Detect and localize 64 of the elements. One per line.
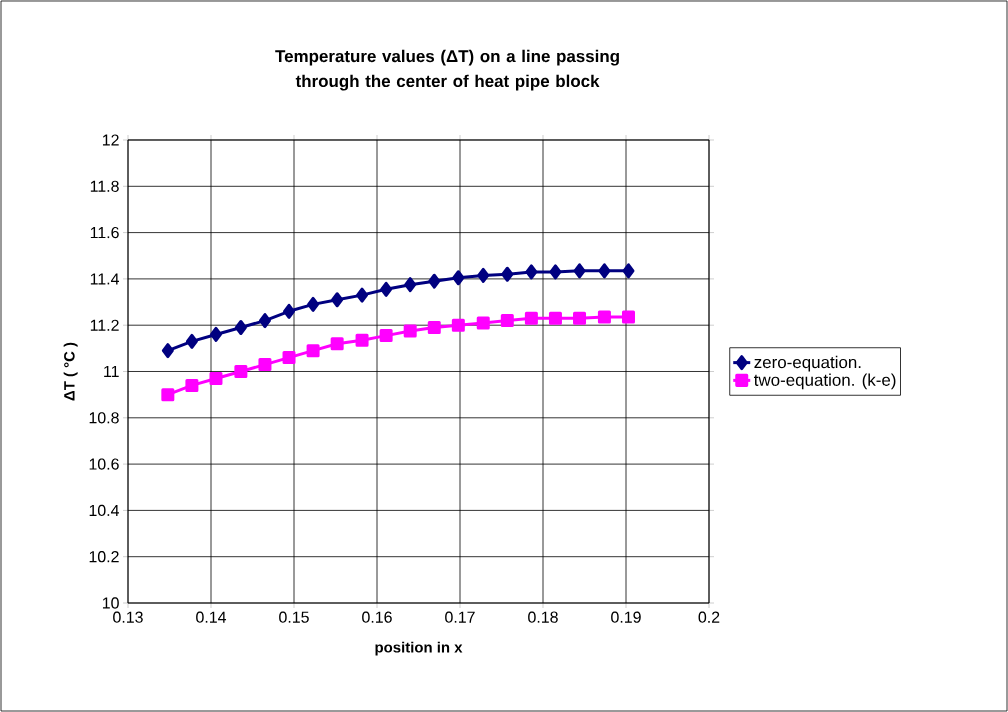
point bbox=[428, 273, 441, 289]
point bbox=[306, 344, 320, 358]
y-tick-label: 11.8 bbox=[90, 180, 119, 192]
legend-label: zero-equation. bbox=[754, 355, 861, 372]
point bbox=[356, 287, 369, 303]
x-tick-label: 0.14 bbox=[196, 611, 227, 623]
y-tick-label: 12 bbox=[102, 134, 119, 146]
point bbox=[234, 320, 247, 336]
x-tick-label: 0.13 bbox=[113, 611, 143, 623]
y-tick-label: 11.4 bbox=[90, 273, 120, 285]
y-tick-label: 10 bbox=[102, 597, 119, 609]
point bbox=[427, 321, 441, 335]
y-tick-label: 10.6 bbox=[89, 458, 119, 470]
point bbox=[452, 270, 465, 286]
point bbox=[161, 343, 174, 359]
x-axis-title: position in x bbox=[375, 641, 463, 656]
point bbox=[161, 388, 175, 402]
point bbox=[404, 277, 417, 293]
point bbox=[380, 281, 393, 297]
x-tick-label: 0.15 bbox=[279, 611, 309, 623]
y-tick-label: 10.8 bbox=[89, 412, 119, 424]
x-tick-label: 0.19 bbox=[611, 611, 641, 623]
point bbox=[185, 333, 198, 349]
x-tick-label: 0.17 bbox=[445, 611, 475, 623]
x-tick-label: 0.16 bbox=[362, 611, 392, 623]
point bbox=[185, 378, 199, 392]
point bbox=[525, 264, 538, 280]
point bbox=[501, 266, 514, 282]
chart-title: Temperature values (ΔT) on a line passing through the center of heat pipe block bbox=[275, 49, 619, 91]
point bbox=[477, 267, 490, 283]
y-tick-label: 11.6 bbox=[90, 226, 119, 239]
y-tick-label: 11.2 bbox=[90, 319, 119, 331]
point bbox=[403, 324, 417, 338]
point bbox=[283, 303, 296, 319]
point bbox=[307, 296, 320, 312]
point bbox=[282, 351, 296, 365]
x-tick-label: 0.2 bbox=[698, 611, 720, 623]
point bbox=[355, 333, 369, 347]
point bbox=[549, 264, 562, 280]
point bbox=[330, 337, 344, 351]
y-tick-label: 10.2 bbox=[89, 551, 119, 563]
point bbox=[524, 311, 538, 325]
point bbox=[621, 310, 635, 324]
legend-label: two-equation. (k-e) bbox=[753, 373, 896, 390]
point bbox=[258, 313, 271, 329]
y-tick-label: 10.4 bbox=[89, 504, 119, 517]
point bbox=[331, 292, 344, 308]
point bbox=[598, 263, 611, 279]
point bbox=[234, 365, 248, 378]
point bbox=[597, 310, 611, 324]
point bbox=[622, 263, 635, 279]
point bbox=[258, 358, 272, 372]
point bbox=[573, 311, 587, 325]
x-tick-label: 0.18 bbox=[528, 611, 558, 623]
point bbox=[451, 318, 465, 332]
point bbox=[379, 329, 393, 343]
y-axis-title: ΔT ( °C ) bbox=[63, 342, 78, 401]
point bbox=[573, 263, 586, 279]
point bbox=[500, 314, 514, 328]
point bbox=[209, 326, 222, 342]
point bbox=[548, 311, 562, 325]
point bbox=[476, 316, 490, 330]
point bbox=[209, 371, 223, 385]
y-tick-label: 11 bbox=[104, 366, 119, 377]
